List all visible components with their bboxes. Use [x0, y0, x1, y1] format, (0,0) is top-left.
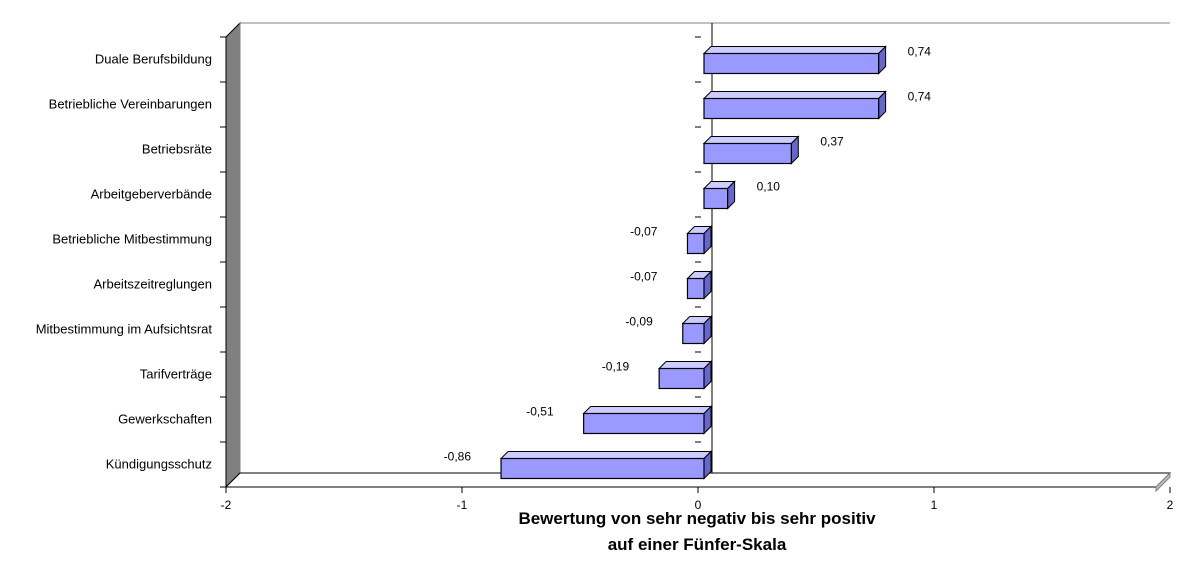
bar-front [703, 97, 880, 120]
bar-front [686, 277, 705, 300]
bar-top [582, 406, 713, 414]
bar-front [703, 52, 880, 75]
category-label: Gewerkschaften [118, 412, 212, 427]
category-label: Betriebsräte [142, 142, 212, 157]
value-label: 0,74 [908, 45, 932, 59]
bar [702, 135, 800, 165]
bar-front [703, 187, 729, 210]
bar [582, 405, 713, 435]
bar-front [686, 232, 705, 255]
left-wall [225, 21, 241, 489]
bar-front [658, 367, 705, 390]
category-labels: Duale Berufsbildung Betriebliche Vereinba… [36, 52, 213, 472]
x-tick-label: 0 [695, 498, 702, 512]
bar [686, 225, 713, 255]
bar [702, 45, 887, 75]
value-label: -0,07 [630, 225, 658, 239]
value-label: 0,74 [908, 90, 932, 104]
floor-edge [1155, 471, 1171, 493]
x-axis-title-line-1: Bewertung von sehr negativ bis sehr posi… [518, 509, 876, 528]
category-label: Duale Berufsbildung [95, 52, 212, 67]
value-label: -0,07 [630, 270, 658, 284]
bar-front [500, 457, 705, 480]
bar-top [702, 136, 800, 144]
bar [657, 360, 713, 390]
bar [702, 180, 736, 210]
category-label: Arbeitszeitreglungen [93, 277, 212, 292]
x-tick-label: 1 [931, 498, 938, 512]
bar-front [583, 412, 705, 435]
value-label: -0,51 [526, 405, 554, 419]
bar [499, 450, 713, 480]
bar-top [702, 46, 887, 54]
x-tick-label: -1 [457, 498, 468, 512]
value-label: 0,37 [820, 135, 844, 149]
category-label: Betriebliche Vereinbarungen [49, 97, 212, 112]
back-wall-edge [239, 22, 1170, 473]
bars [499, 45, 887, 480]
category-label: Tarifverträge [140, 367, 212, 382]
bar-front [703, 142, 792, 165]
category-label: Mitbestimmung im Aufsichtsrat [36, 322, 213, 337]
category-label: Kündigungsschutz [106, 457, 212, 472]
bar-top [702, 91, 887, 99]
value-labels: 0,74 0,74 0,37 0,10 -0,07 -0,07 -0,09 -0,19 -0,5… [444, 45, 932, 464]
bar-front [682, 322, 705, 345]
value-label: -0,19 [602, 360, 630, 374]
chart-frame [220, 21, 1172, 493]
bar-top [657, 361, 713, 369]
value-label: -0,09 [625, 315, 653, 329]
category-label: Arbeitgeberverbände [91, 187, 212, 202]
x-tick-label: 2 [1167, 498, 1174, 512]
bar [686, 270, 713, 300]
x-tick-label: -2 [221, 498, 232, 512]
category-label: Betriebliche Mitbestimmung [52, 232, 212, 247]
value-label: -0,86 [444, 450, 472, 464]
value-label: 0,10 [757, 180, 781, 194]
x-axis-ticks: -2 -1 0 1 2 [221, 487, 1174, 512]
bar [681, 315, 713, 345]
bar-top [499, 451, 713, 459]
bar [702, 90, 887, 120]
x-axis-title-line-2: auf einer Fünfer-Skala [608, 535, 787, 554]
